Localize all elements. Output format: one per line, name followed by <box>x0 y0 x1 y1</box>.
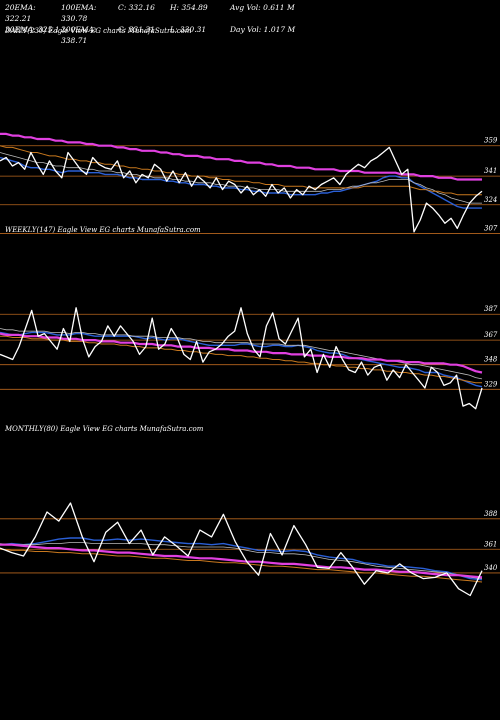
weekly-price-line <box>0 307 483 410</box>
monthly-y-tick-label: 388 <box>484 510 498 518</box>
daily-ema-blue-line <box>0 156 482 209</box>
daily-chart-title: DAILY(230) Eagle View EG charts MunafaSu… <box>5 27 192 35</box>
stat-close-2: C: 331.31 <box>118 25 155 34</box>
monthly-price-line <box>0 502 483 597</box>
weekly-ema-gray-line <box>0 328 483 380</box>
stat-close: C: 332.16 <box>118 3 155 12</box>
weekly-chart-title: WEEKLY(147) Eagle View EG charts MunafaS… <box>5 226 201 234</box>
monthly-y-tick-label: 340 <box>484 564 498 572</box>
monthly-ema-gray-line <box>0 542 483 579</box>
stat-20ema: 20EMA: 322.21 <box>5 3 36 23</box>
stat-low: L: 330.31 <box>170 25 207 34</box>
stats-header: 20EMA: 322.21 100EMA: 330.78 C: 332.16 H… <box>5 2 320 46</box>
stat-day-vol: Day Vol: 1.017 M <box>230 25 296 34</box>
stat-high: H: 354.89 <box>170 3 208 12</box>
stat-100ema: 100EMA: 330.78 <box>61 3 97 23</box>
stats-row-2: 30EMA: 325.1 200EMA: 338.71 C: 331.31 L:… <box>5 24 320 46</box>
weekly-y-tick-label: 387 <box>484 305 498 313</box>
stat-200ema: 200EMA: 338.71 <box>61 25 97 45</box>
stat-avg-vol: Avg Vol: 0.611 M <box>230 3 295 12</box>
weekly-ema-blue-line <box>0 331 483 388</box>
weekly-y-tick-label: 329 <box>484 380 498 388</box>
monthly-chart-title: MONTHLY(80) Eagle View EG charts MunafaS… <box>5 425 204 433</box>
daily-ema-orange-line <box>0 145 482 196</box>
monthly-ema-magenta-line <box>0 543 483 579</box>
daily-ema-gray-line <box>0 152 482 204</box>
monthly-ema-orange-line <box>0 548 483 583</box>
daily-y-tick-label: 324 <box>484 196 497 204</box>
daily-y-tick-label: 307 <box>484 224 498 232</box>
weekly-y-tick-label: 367 <box>484 331 498 339</box>
monthly-ema-blue-line <box>0 537 483 581</box>
weekly-y-tick-label: 348 <box>484 356 498 364</box>
stats-row-1: 20EMA: 322.21 100EMA: 330.78 C: 332.16 H… <box>5 2 320 24</box>
weekly-ema-magenta-line <box>0 332 483 374</box>
daily-y-tick-label: 359 <box>484 137 498 145</box>
daily-y-tick-label: 341 <box>484 167 497 175</box>
stat-30ema: 30EMA: 325.1 <box>5 25 60 34</box>
monthly-y-tick-label: 361 <box>484 540 497 548</box>
daily-price-line <box>0 146 483 233</box>
